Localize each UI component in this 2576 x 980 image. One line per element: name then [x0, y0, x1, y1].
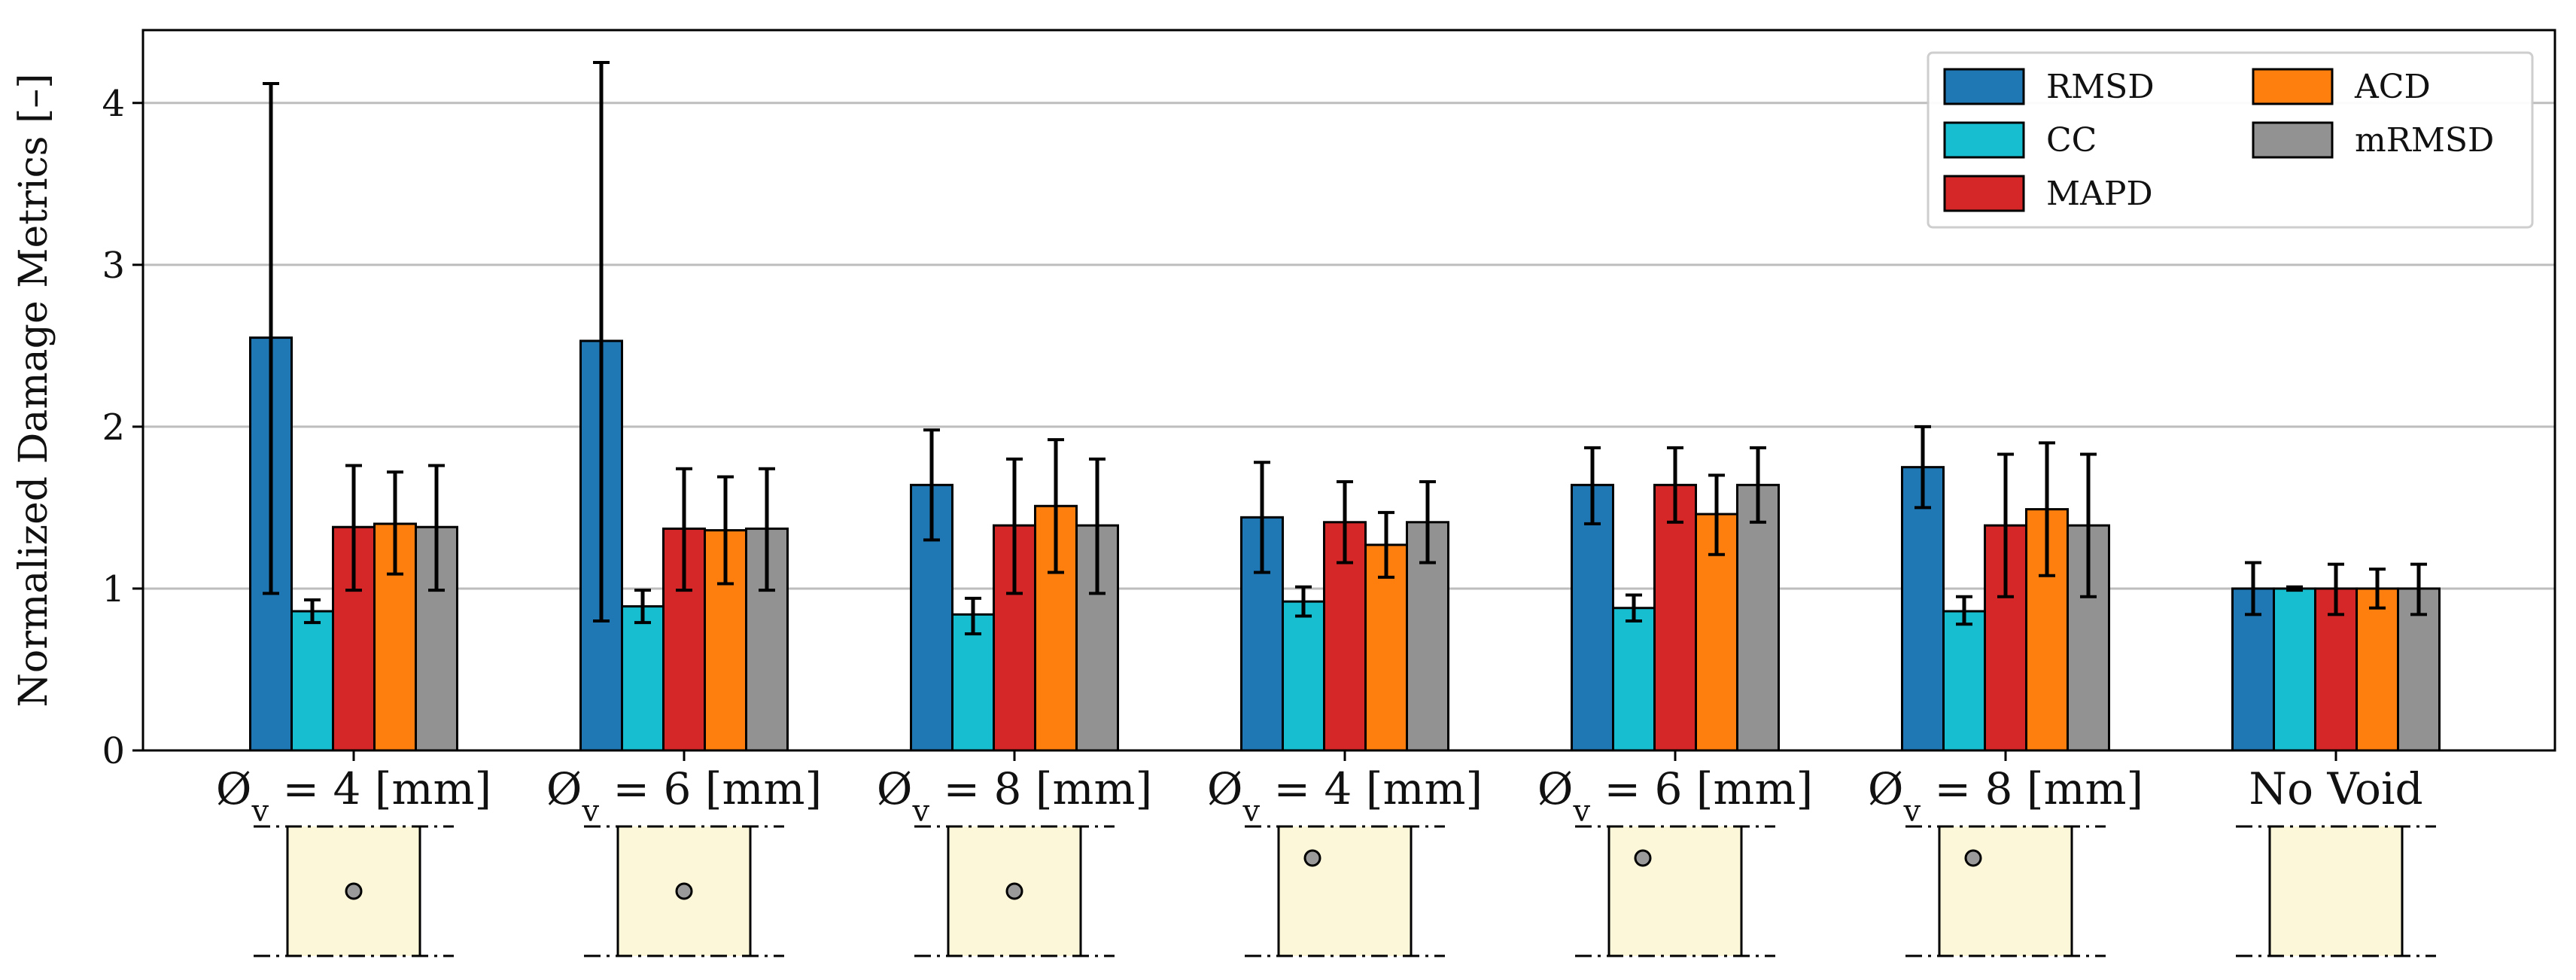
void-marker: [1303, 849, 1321, 867]
bar-cc: [621, 605, 665, 752]
bar-acd: [2356, 587, 2399, 752]
category-label-main: Ø: [1868, 763, 1904, 814]
category-label-rest: = 6 [mm]: [1590, 763, 1813, 814]
category-label: No Void: [2249, 763, 2422, 814]
category-label-rest: = 8 [mm]: [929, 763, 1152, 814]
legend-box: [1927, 51, 2534, 229]
category-label-subscript: v: [911, 794, 929, 829]
bar-cc: [1942, 610, 1986, 752]
category-label-rest: = 8 [mm]: [1921, 763, 2143, 814]
category-label-main: Ø: [216, 763, 252, 814]
category-label-main: Ø: [1537, 763, 1574, 814]
bar-mrmsd: [1736, 483, 1780, 752]
y-tick-label: 0: [102, 730, 125, 772]
specimen-fill: [2270, 826, 2402, 956]
category-label: Øv = 8 [mm]: [1868, 763, 2143, 829]
specimen-schematic: [2236, 825, 2436, 957]
category-label-main: Ø: [546, 763, 582, 814]
category-label-subscript: v: [251, 794, 269, 829]
plot-frame: [141, 29, 2556, 752]
y-tick-label: 3: [102, 245, 125, 287]
specimen-schematic: [1575, 825, 1775, 957]
legend-label-cc: CC: [2046, 121, 2097, 160]
void-marker: [1964, 849, 1982, 867]
y-tick-label: 1: [102, 568, 125, 610]
bar-acd: [1364, 543, 1408, 752]
bar-cc: [290, 610, 334, 752]
legend-swatch-mapd: [1943, 175, 2025, 212]
category-label-main: Ø: [877, 763, 913, 814]
bar-cc: [1282, 600, 1325, 752]
category-label-main: No Void: [2249, 763, 2422, 814]
category-label-main: Ø: [1207, 763, 1243, 814]
specimen-schematic: [584, 825, 784, 957]
legend-swatch-mrmsd: [2252, 121, 2334, 159]
bar-mapd: [1653, 483, 1697, 752]
specimen-schematic: [254, 825, 454, 957]
legend-swatch-acd: [2252, 68, 2334, 105]
specimen-schematics: [254, 825, 2436, 957]
category-label-rest: = 4 [mm]: [269, 763, 491, 814]
bar-cc: [1612, 607, 1656, 752]
specimen-fill: [1939, 826, 2072, 956]
category-label: Øv = 4 [mm]: [1207, 763, 1483, 829]
x-axis: Øv = 4 [mm] Øv = 6 [mm] Øv = 8 [mm] Øv = 4 …: [216, 750, 2423, 829]
y-axis: 0 1 2 3 4: [102, 83, 143, 772]
void-marker: [345, 882, 363, 900]
category-label-rest: = 6 [mm]: [599, 763, 822, 814]
category-label-rest: = 4 [mm]: [1260, 763, 1483, 814]
legend-label-mapd: MAPD: [2046, 175, 2153, 213]
error-bars-group: [263, 61, 2427, 636]
y-axis-label: Normalized Damage Metrics [–]: [11, 73, 56, 707]
category-label: Øv = 6 [mm]: [546, 763, 822, 829]
legend: RMSD ACD CC mRMSD MAPD: [1927, 51, 2534, 229]
specimen-schematic: [914, 825, 1115, 957]
specimen-schematic: [1905, 825, 2106, 957]
bar-cc: [2273, 587, 2316, 752]
void-marker: [675, 882, 693, 900]
category-label-subscript: v: [581, 794, 599, 829]
y-tick-label: 4: [102, 83, 125, 125]
legend-label-acd: ACD: [2354, 68, 2431, 106]
specimen-fill: [1279, 826, 1411, 956]
legend-swatch-rmsd: [1943, 68, 2025, 105]
void-marker: [1634, 849, 1652, 867]
legend-label-mrmsd: mRMSD: [2355, 121, 2494, 160]
specimen-fill: [1609, 826, 1741, 956]
bar-mrmsd: [415, 525, 458, 752]
specimen-schematic: [1245, 825, 1445, 957]
legend-label-rmsd: RMSD: [2046, 68, 2155, 106]
category-label: Øv = 8 [mm]: [877, 763, 1152, 829]
category-label-subscript: v: [1902, 794, 1921, 829]
void-marker: [1005, 882, 1023, 900]
y-tick-label: 2: [102, 406, 125, 449]
category-label-subscript: v: [1572, 794, 1590, 829]
bar-rmsd: [1901, 466, 1945, 752]
legend-swatch-cc: [1943, 121, 2025, 159]
category-label: Øv = 4 [mm]: [216, 763, 491, 829]
category-label: Øv = 6 [mm]: [1537, 763, 1813, 829]
category-label-subscript: v: [1242, 794, 1260, 829]
